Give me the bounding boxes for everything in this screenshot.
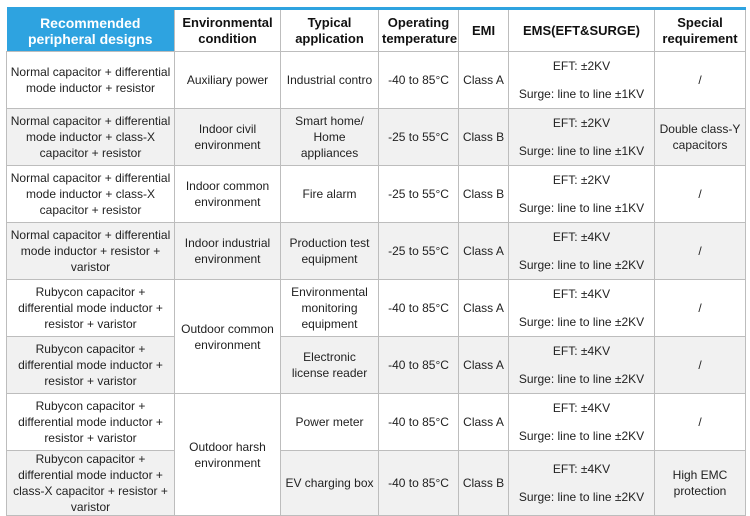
temperature-cell: -40 to 85°C [378, 279, 459, 337]
ems-cell: EFT: ±4KV Surge: line to line ±2KV [508, 222, 655, 280]
table-row: Normal capacitor + differential mode ind… [6, 165, 746, 223]
emi-cell: Class A [458, 393, 509, 451]
design-cell: Rubycon capacitor + differential mode in… [6, 336, 175, 394]
special-cell: / [654, 279, 746, 337]
application-cell: Power meter [280, 393, 379, 451]
application-cell: EV charging box [280, 450, 379, 516]
design-cell: Normal capacitor + differential mode ind… [6, 108, 175, 166]
emi-cell: Class B [458, 450, 509, 516]
emi-cell: Class B [458, 165, 509, 223]
header-application: Typical application [280, 7, 379, 52]
ems-cell: EFT: ±4KV Surge: line to line ±2KV [508, 279, 655, 337]
temperature-cell: -25 to 55°C [378, 108, 459, 166]
application-cell: Smart home/ Home appliances [280, 108, 379, 166]
design-cell: Rubycon capacitor + differential mode in… [6, 450, 175, 516]
application-cell: Industrial contro [280, 51, 379, 109]
eft-value: EFT: ±4KV [552, 344, 611, 358]
temperature-cell: -40 to 85°C [378, 51, 459, 109]
eft-value: EFT: ±4KV [552, 230, 611, 244]
special-cell: / [654, 393, 746, 451]
design-cell: Normal capacitor + differential mode ind… [6, 222, 175, 280]
design-cell: Normal capacitor + differential mode ind… [6, 165, 175, 223]
environment-cell: Indoor civil environment [174, 108, 281, 166]
special-cell: Double class-Y capacitors [654, 108, 746, 166]
ems-cell: EFT: ±2KV Surge: line to line ±1KV [508, 165, 655, 223]
header-row: Recommended peripheral designs Environme… [6, 7, 746, 52]
table-row: Rubycon capacitor + differential mode in… [6, 450, 746, 516]
eft-value: EFT: ±4KV [552, 287, 611, 301]
ems-cell: EFT: ±4KV Surge: line to line ±2KV [508, 450, 655, 516]
surge-value: Surge: line to line ±1KV [518, 87, 645, 101]
header-emi: EMI [458, 7, 509, 52]
surge-value: Surge: line to line ±1KV [518, 201, 645, 215]
table-row: Normal capacitor + differential mode ind… [6, 108, 746, 166]
temperature-cell: -25 to 55°C [378, 165, 459, 223]
application-cell: Fire alarm [280, 165, 379, 223]
table-row: Normal capacitor + differential mode ind… [6, 222, 746, 280]
environment-cell: Auxiliary power [174, 51, 281, 109]
special-cell: / [654, 165, 746, 223]
application-cell: Electronic license reader [280, 336, 379, 394]
environment-cell: Indoor common environment [174, 165, 281, 223]
emi-cell: Class A [458, 336, 509, 394]
special-cell: / [654, 51, 746, 109]
environment-cell: Indoor industrial environment [174, 222, 281, 280]
design-cell: Rubycon capacitor + differential mode in… [6, 393, 175, 451]
environment-cell: Outdoor common environment [174, 279, 281, 394]
emi-cell: Class A [458, 279, 509, 337]
emi-cell: Class A [458, 51, 509, 109]
eft-value: EFT: ±2KV [552, 173, 611, 187]
temperature-cell: -40 to 85°C [378, 450, 459, 516]
table-row: Rubycon capacitor + differential mode in… [6, 336, 746, 394]
eft-value: EFT: ±4KV [552, 401, 611, 415]
ems-cell: EFT: ±4KV Surge: line to line ±2KV [508, 336, 655, 394]
special-cell: High EMC protection [654, 450, 746, 516]
peripheral-design-table-container: Recommended peripheral designs Environme… [6, 7, 746, 516]
header-ems: EMS(EFT&SURGE) [508, 7, 655, 52]
ems-cell: EFT: ±2KV Surge: line to line ±1KV [508, 108, 655, 166]
peripheral-design-table: Recommended peripheral designs Environme… [6, 7, 746, 516]
eft-value: EFT: ±2KV [552, 116, 611, 130]
header-special: Special requirement [654, 7, 746, 52]
emi-cell: Class B [458, 108, 509, 166]
application-cell: Production test equipment [280, 222, 379, 280]
ems-cell: EFT: ±2KV Surge: line to line ±1KV [508, 51, 655, 109]
surge-value: Surge: line to line ±1KV [518, 144, 645, 158]
table-row: Rubycon capacitor + differential mode in… [6, 279, 746, 394]
ems-cell: EFT: ±4KV Surge: line to line ±2KV [508, 393, 655, 451]
surge-value: Surge: line to line ±2KV [518, 429, 645, 443]
header-temperature: Operating temperature [378, 7, 459, 52]
temperature-cell: -25 to 55°C [378, 222, 459, 280]
header-design: Recommended peripheral designs [6, 7, 175, 52]
table-row: Normal capacitor + differential mode ind… [6, 51, 746, 109]
application-cell: Environmental monitoring equipment [280, 279, 379, 337]
special-cell: / [654, 336, 746, 394]
surge-value: Surge: line to line ±2KV [518, 490, 645, 504]
design-cell: Normal capacitor + differential mode ind… [6, 51, 175, 109]
surge-value: Surge: line to line ±2KV [518, 315, 645, 329]
environment-cell: Outdoor harsh environment [174, 393, 281, 516]
header-environment: Environmental condition [174, 7, 281, 52]
emi-cell: Class A [458, 222, 509, 280]
eft-value: EFT: ±4KV [552, 462, 611, 476]
table-row: Rubycon capacitor + differential mode in… [6, 393, 746, 516]
temperature-cell: -40 to 85°C [378, 336, 459, 394]
design-cell: Rubycon capacitor + differential mode in… [6, 279, 175, 337]
temperature-cell: -40 to 85°C [378, 393, 459, 451]
surge-value: Surge: line to line ±2KV [518, 372, 645, 386]
eft-value: EFT: ±2KV [552, 59, 611, 73]
surge-value: Surge: line to line ±2KV [518, 258, 645, 272]
special-cell: / [654, 222, 746, 280]
